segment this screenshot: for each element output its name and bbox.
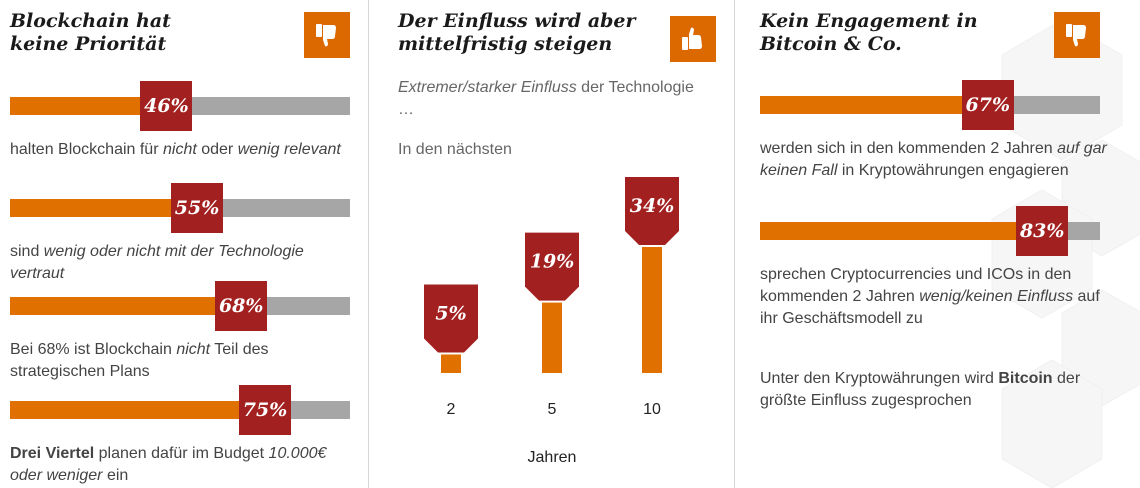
text-run: halten Blockchain für: [10, 141, 163, 158]
percent-badge: 67%: [961, 80, 1014, 130]
panel-title: Der Einfluss wird aber mittelfristig ste…: [398, 10, 636, 56]
percent-badge: 46%: [140, 81, 193, 131]
text-run: oder: [196, 141, 238, 158]
bar-description: Bei 68% ist Blockchain nicht Teil des st…: [10, 339, 350, 383]
x-tick-label: 10: [643, 401, 661, 418]
text-run: der größte Einfluss zugesprochen: [760, 370, 1081, 409]
text-run: Bei 68% ist Blockchain: [10, 341, 177, 358]
panel-blockchain-priority: Blockchain hat keine Priorität 46% halten…: [0, 0, 362, 488]
data-label: 5%: [435, 302, 466, 324]
title-line-2: keine Priorität: [10, 33, 167, 55]
years-bar-chart: 5% 2 19% 5 34% 10 Jahren: [424, 177, 679, 466]
percent-bar: [760, 222, 1100, 240]
value-label-box: [424, 284, 478, 353]
bar-description: sind wenig oder nicht mit der Technologi…: [10, 241, 350, 285]
bar-description: halten Blockchain für nicht oder wenig r…: [10, 139, 350, 161]
percent-bar: [10, 401, 350, 419]
bar-remainder: [223, 199, 350, 217]
bar-remainder: [1068, 222, 1100, 240]
text-run: der Technologie …: [398, 79, 694, 118]
in-next-label: In den nächsten: [398, 141, 512, 158]
value-label-box: [625, 177, 679, 245]
percent-badge: 68%: [215, 281, 268, 331]
text-run: nicht: [176, 341, 211, 358]
divider: [734, 0, 735, 488]
thumbs-down-icon: [1054, 12, 1100, 58]
bitcoin-footer-text: Unter den Kryptowährungen wird Bitcoin d…: [760, 368, 1110, 412]
text-run: planen dafür im Budget: [94, 445, 269, 462]
percent-bar: [10, 199, 350, 217]
text-run: sprechen Cryptocurrencies und ICOs in de…: [760, 266, 1072, 305]
bar-description: Drei Viertel planen dafür im Budget 10.0…: [10, 443, 350, 487]
thumbs-up-icon: [670, 16, 716, 62]
text-run: wenig/keinen Einfluss: [919, 288, 1074, 305]
text-run: nicht: [162, 141, 197, 158]
bar-fill: [10, 199, 171, 217]
percent-bar: [760, 96, 1100, 114]
percent-bar: [10, 297, 350, 315]
bar-fill: [10, 97, 141, 115]
bar-fill: [10, 297, 216, 315]
text-run: auf ihr Geschäftsmodell zu: [760, 288, 1100, 327]
divider: [368, 0, 369, 488]
text-run: Bitcoin: [998, 370, 1053, 387]
text-run: Unter den Kryptowährungen wird: [760, 370, 999, 387]
text-run: sind: [10, 243, 44, 260]
bar-description: werden sich in den kommenden 2 Jahren au…: [760, 138, 1110, 182]
percent-badge: 83%: [1016, 206, 1069, 256]
bar-remainder: [192, 97, 350, 115]
chart-bar: [441, 354, 461, 373]
title-line-1: Kein Engagement in: [760, 10, 978, 32]
text-run: in Kryptowährungen engagieren: [837, 162, 1069, 179]
bar-fill: [760, 222, 1017, 240]
thumbs-down-icon: [304, 12, 350, 58]
text-run: ein: [102, 467, 129, 484]
bar-fill: [760, 96, 962, 114]
text-run: wenig relevant: [237, 141, 341, 158]
chart-bar: [642, 247, 662, 373]
text-run: Extremer/starker Einfluss: [398, 79, 577, 96]
title-line-2: Bitcoin & Co.: [760, 33, 902, 55]
bar-description: sprechen Cryptocurrencies und ICOs in de…: [760, 264, 1110, 330]
text-run: Drei Viertel: [10, 445, 95, 462]
panel-title: Blockchain hat keine Priorität: [10, 10, 171, 56]
text-run: werden sich in den kommenden 2 Jahren: [760, 140, 1058, 157]
x-tick-label: 5: [548, 401, 557, 418]
percent-bar: [10, 97, 350, 115]
bar-remainder: [1013, 96, 1100, 114]
title-line-1: Blockchain hat: [10, 10, 171, 32]
chart-bar: [542, 302, 562, 373]
text-run: auf gar keinen Fall: [760, 140, 1107, 179]
data-label: 34%: [630, 195, 675, 217]
text-run: 10.000€ oder weniger: [10, 445, 327, 484]
chart-intro: Extremer/starker Einfluss der Technologi…: [398, 77, 698, 121]
title-line-2: mittelfristig steigen: [398, 33, 613, 55]
panel-influence-rising: Der Einfluss wird aber mittelfristig ste…: [376, 0, 728, 488]
bar-remainder: [291, 401, 350, 419]
value-label-box: [525, 232, 579, 301]
bar-remainder: [267, 297, 350, 315]
panel-title: Kein Engagement in Bitcoin & Co.: [760, 10, 978, 56]
data-label: 19%: [530, 251, 575, 273]
x-axis-title: Jahren: [528, 449, 577, 466]
percent-badge: 55%: [171, 183, 223, 233]
x-tick-label: 2: [447, 401, 456, 418]
title-line-1: Der Einfluss wird aber: [398, 10, 636, 32]
panel-no-bitcoin-engagement: Kein Engagement in Bitcoin & Co. 67% werd…: [742, 0, 1140, 488]
percent-badge: 75%: [239, 385, 291, 435]
text-run: Teil des strategischen Plans: [10, 341, 269, 380]
text-run: wenig oder nicht mit der Technologie ver…: [10, 243, 304, 282]
bar-fill: [10, 401, 239, 419]
